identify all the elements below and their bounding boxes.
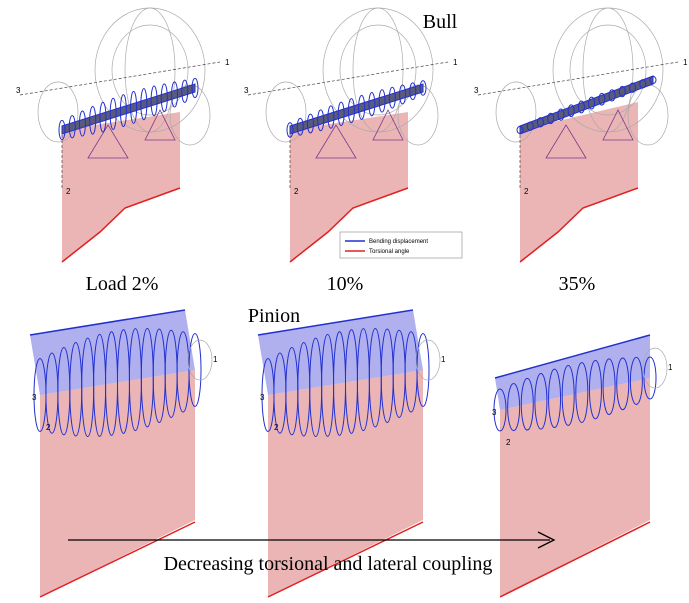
axis-label: 2 (524, 187, 529, 196)
bottom-title: Pinion (248, 305, 300, 327)
axis-label: 1 (668, 363, 673, 372)
axis-label: 3 (244, 86, 249, 95)
axis-label: 1 (213, 355, 218, 364)
figure: 123123123123123123 Bull Load 2% 10% 35% … (0, 0, 689, 603)
load-label: 10% (327, 273, 364, 295)
top-title: Bull (423, 11, 458, 33)
axis-label: 2 (294, 187, 299, 196)
legend-label: Torsional angle (369, 249, 410, 255)
axis-label: 1 (441, 355, 446, 364)
axis-label: 3 (16, 86, 21, 95)
axis-label: 2 (46, 423, 51, 432)
legend-label: Bending displacement (369, 239, 428, 245)
arrow-label: Decreasing torsional and lateral couplin… (164, 553, 493, 575)
axis-label: 3 (474, 86, 479, 95)
axis-label: 2 (274, 423, 279, 432)
axis-label: 2 (506, 438, 511, 447)
page: 123123123123123123 Bull Load 2% 10% 35% … (0, 0, 689, 603)
axis-label: 1 (683, 58, 688, 67)
axis-label: 3 (260, 393, 265, 402)
legend: Bending displacement Torsional angle (340, 232, 462, 258)
axis-label: 2 (66, 187, 71, 196)
axis-label: 1 (225, 58, 230, 67)
axis-label: 3 (492, 408, 497, 417)
load-label: 35% (559, 273, 596, 295)
axis-label: 3 (32, 393, 37, 402)
load-label: Load 2% (86, 273, 159, 295)
axis-label: 1 (453, 58, 458, 67)
